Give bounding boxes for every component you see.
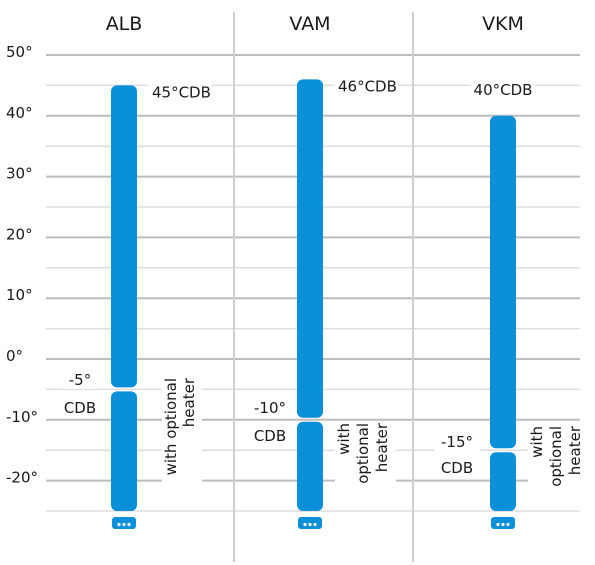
low-label-alb: -5° CDB xyxy=(61,370,99,417)
low-label-vkm: -15° CDB xyxy=(434,432,480,477)
low-label-vam: -10° CDB xyxy=(247,398,293,445)
heater-label-vam: with optional heater xyxy=(335,421,396,496)
label-line: 46°CDB xyxy=(338,77,397,95)
heater-label-line: with xyxy=(335,423,353,455)
more-dots-icon xyxy=(112,517,136,529)
y-tick-label: 0° xyxy=(6,347,23,365)
column-title-alb: ALB xyxy=(106,13,143,35)
heater-label-line: heater xyxy=(566,425,584,475)
y-tick-label: 30° xyxy=(6,165,33,183)
y-tick-label: 20° xyxy=(6,225,33,243)
y-tick-label: 50° xyxy=(6,43,33,61)
heater-bar-vkm xyxy=(490,452,516,511)
range-bar-vkm xyxy=(490,115,516,449)
column-title-vam: VAM xyxy=(289,13,330,35)
heater-label-line: optional xyxy=(547,426,565,487)
label-line: CDB xyxy=(64,399,96,417)
column-title-vkm: VKM xyxy=(482,13,524,35)
heater-label-line: with optional xyxy=(162,378,180,475)
more-dots-icon xyxy=(298,517,322,529)
range-bar-vam xyxy=(297,79,323,418)
range-labels: 45°CDB 46°CDB 40°CDB -5° CDB -10° CDB -15° CDB wi… xyxy=(61,76,589,499)
range-bars xyxy=(111,79,516,529)
heater-label-alb: with optional heater xyxy=(162,376,202,494)
heater-label-vkm: with optional heater xyxy=(528,424,589,499)
heater-label-line: heater xyxy=(180,377,198,427)
column-titles: ALB VAM VKM xyxy=(106,13,524,35)
y-axis-ticks: 50° 40° 30° 20° 10° 0° -10° -20° xyxy=(6,43,38,487)
y-tick-label: -20° xyxy=(6,469,38,487)
heater-bar-alb xyxy=(111,391,137,511)
y-tick-label: -10° xyxy=(6,408,38,426)
more-dots-icon xyxy=(491,517,515,529)
y-tick-label: 40° xyxy=(6,104,33,122)
heater-label-line: heater xyxy=(373,422,391,472)
label-line: 45°CDB xyxy=(152,83,211,101)
heater-label-line: optional xyxy=(354,423,372,484)
label-line: CDB xyxy=(441,459,473,477)
heater-bar-vam xyxy=(297,421,323,511)
label-line: CDB xyxy=(254,427,286,445)
top-label-vkm: 40°CDB xyxy=(471,79,535,99)
range-bar-alb xyxy=(111,85,137,388)
label-line: -15° xyxy=(441,433,473,451)
heater-label-line: with xyxy=(528,426,546,458)
label-line: -10° xyxy=(254,399,286,417)
y-tick-label: 10° xyxy=(6,286,33,304)
top-label-vam: 46°CDB xyxy=(334,76,398,96)
label-line: -5° xyxy=(69,371,91,389)
label-line: 40°CDB xyxy=(474,81,533,99)
top-label-alb: 45°CDB xyxy=(148,82,212,102)
